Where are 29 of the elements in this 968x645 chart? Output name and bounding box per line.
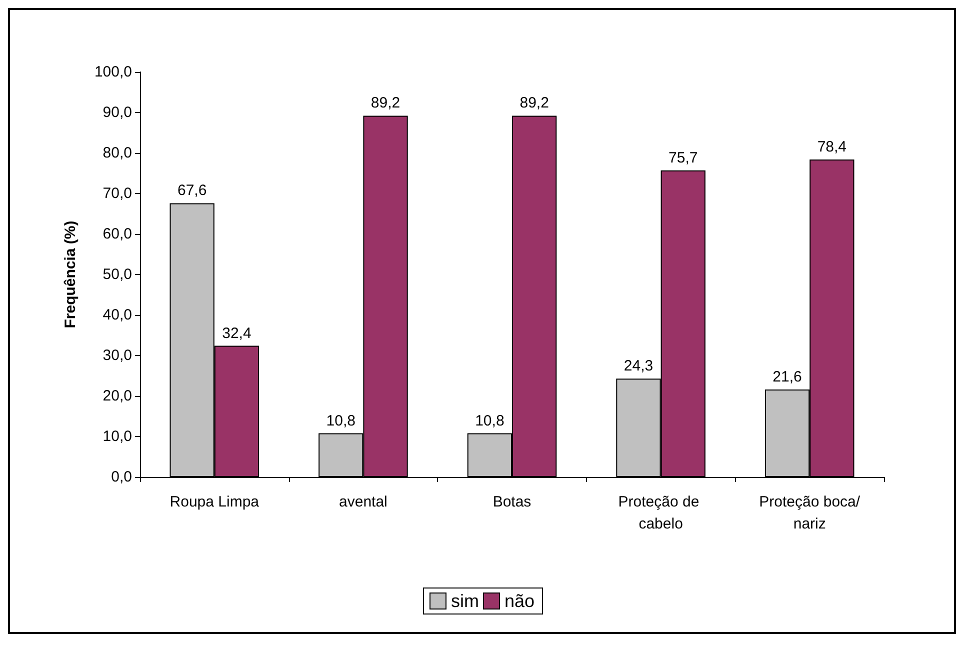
legend-label: sim bbox=[450, 591, 479, 611]
data-label: 89,2 bbox=[520, 94, 549, 112]
x-tick-label: Roupa Limpa bbox=[170, 494, 260, 510]
x-tick-label: Proteção boca/nariz bbox=[759, 494, 861, 532]
data-label: 10,8 bbox=[326, 412, 356, 430]
y-tick-label: 10,0 bbox=[102, 428, 132, 445]
data-label: 78,4 bbox=[817, 138, 847, 156]
y-tick-label: 40,0 bbox=[102, 306, 132, 324]
x-tick-label: Proteção de cabelo bbox=[618, 494, 704, 532]
data-label: 10,8 bbox=[475, 412, 504, 430]
y-axis-title: Frequência (%) bbox=[62, 220, 79, 328]
legend-label: não bbox=[504, 591, 535, 611]
y-tick-label: 100,0 bbox=[94, 64, 132, 80]
data-label: 21,6 bbox=[772, 368, 802, 386]
x-tick-label: Botas bbox=[492, 494, 532, 510]
y-tick-label: 90,0 bbox=[102, 104, 132, 121]
y-tick-label: 30,0 bbox=[102, 347, 132, 364]
y-tick-label: 0,0 bbox=[111, 468, 132, 486]
data-label: 89,2 bbox=[370, 94, 400, 112]
x-tick-label: avental bbox=[339, 494, 388, 510]
y-tick-label: 50,0 bbox=[102, 266, 132, 283]
y-tick-label: 20,0 bbox=[102, 388, 132, 404]
y-tick-label: 70,0 bbox=[102, 185, 132, 202]
data-label: 24,3 bbox=[624, 358, 654, 375]
data-label: 75,7 bbox=[668, 149, 698, 166]
y-tick-label: 60,0 bbox=[102, 226, 132, 242]
y-tick-label: 80,0 bbox=[102, 144, 132, 162]
data-label: 67,6 bbox=[177, 182, 207, 200]
data-label: 32,4 bbox=[222, 324, 252, 342]
